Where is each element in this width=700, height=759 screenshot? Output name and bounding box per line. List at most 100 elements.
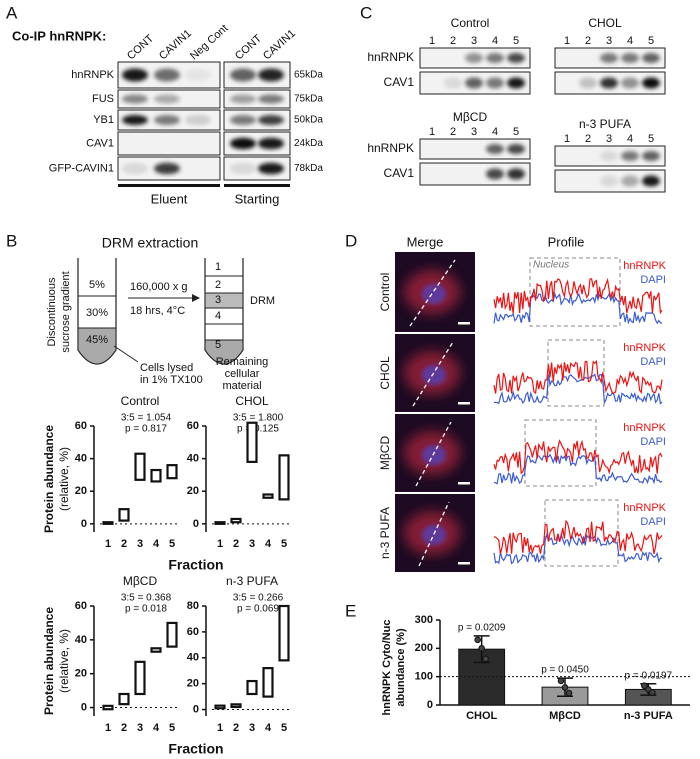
blot-band bbox=[600, 151, 618, 161]
lane-label: 1 bbox=[429, 126, 435, 138]
x-tick-label: 5 bbox=[169, 722, 175, 734]
column-label: CAVIN1 bbox=[157, 27, 194, 62]
blot-band bbox=[122, 94, 148, 104]
row-label: CHOL bbox=[378, 356, 392, 390]
row-label: hnRNPK bbox=[367, 50, 414, 64]
mw-label: 24kDa bbox=[294, 138, 323, 149]
y-tick-label: 0 bbox=[81, 518, 87, 530]
y-axis-label: Protein abundance bbox=[42, 425, 56, 533]
x-tick-label: 2 bbox=[121, 538, 127, 550]
y-tick-label: 100 bbox=[415, 671, 433, 683]
blot-band bbox=[122, 115, 148, 125]
profile-line bbox=[418, 501, 450, 567]
lane-label: 4 bbox=[627, 133, 633, 145]
group-label: Starting bbox=[235, 191, 280, 206]
blot-band bbox=[486, 144, 504, 154]
y-axis-label: Protein abundance bbox=[42, 607, 56, 715]
column-label: CAVIN1 bbox=[261, 27, 298, 62]
data-point bbox=[565, 689, 573, 697]
legend-label: DAPI bbox=[640, 516, 666, 528]
chart-title: Control bbox=[121, 394, 160, 408]
blot-band bbox=[154, 115, 180, 125]
stat-label: p = 0.018 bbox=[125, 604, 167, 615]
lane-label: 2 bbox=[450, 35, 456, 47]
data-point bbox=[561, 684, 569, 691]
scale-bar bbox=[458, 482, 470, 485]
range-bar bbox=[134, 452, 146, 481]
blot-band bbox=[507, 168, 525, 180]
lysis-label: Cells lysed bbox=[140, 362, 193, 374]
stat-label: p = 0.817 bbox=[125, 424, 167, 435]
blot-band bbox=[486, 77, 504, 89]
nucleus-signal bbox=[422, 284, 446, 304]
remaining-label: material bbox=[222, 380, 261, 392]
lane-label: 3 bbox=[606, 133, 612, 145]
y-tick-label: 200 bbox=[415, 642, 433, 654]
range-bar bbox=[102, 521, 114, 525]
lane-label: 2 bbox=[450, 126, 456, 138]
range-bar bbox=[278, 454, 290, 501]
remaining-label: cellular bbox=[225, 368, 260, 380]
y-tick-label: 60 bbox=[75, 420, 87, 432]
y-tick-label: 40 bbox=[75, 453, 87, 465]
x-tick-label: 1 bbox=[105, 538, 111, 550]
stat-label: p = 0.069 bbox=[237, 604, 279, 615]
x-tick-label: 1 bbox=[105, 722, 111, 734]
nucleus-box bbox=[529, 257, 621, 327]
blot-band bbox=[258, 137, 284, 150]
profile-trace bbox=[493, 359, 663, 395]
x-tick-label: 4 bbox=[265, 538, 272, 550]
blot-title: MβCD bbox=[453, 110, 488, 124]
range-bar bbox=[246, 421, 258, 463]
blot-band bbox=[154, 162, 180, 175]
gradient-label: sucrose gradient bbox=[60, 271, 72, 352]
blot bbox=[223, 156, 291, 181]
group-label: Eluent bbox=[151, 191, 188, 206]
x-tick-label: 4 bbox=[265, 722, 272, 734]
blot bbox=[223, 131, 291, 156]
p-value-label: p = 0.0197 bbox=[625, 670, 673, 681]
chart-title: CHOL bbox=[235, 394, 269, 408]
lane-label: 5 bbox=[513, 35, 519, 47]
row-label: MβCD bbox=[378, 436, 392, 471]
column-label: CONT bbox=[233, 32, 264, 62]
blot bbox=[223, 109, 291, 131]
chart-title: MβCD bbox=[123, 574, 158, 588]
gradient-label: Discontinuous bbox=[46, 277, 58, 347]
nucleus-signal bbox=[422, 365, 446, 385]
fraction-label: 3 bbox=[215, 294, 221, 306]
tube-layer bbox=[77, 327, 117, 365]
row-label: hnRNPK bbox=[367, 141, 414, 155]
column-label: Neg Cont bbox=[188, 22, 231, 62]
mw-label: 50kDa bbox=[294, 115, 323, 126]
spin-label: 18 hrs, 4°C bbox=[130, 305, 185, 317]
y-tick-label: 300 bbox=[415, 614, 433, 626]
blot bbox=[419, 138, 531, 160]
range-bar bbox=[278, 604, 290, 662]
x-axis-label: Fraction bbox=[168, 557, 223, 573]
x-tick-label: CHOL bbox=[466, 710, 497, 722]
blot-title: CHOL bbox=[588, 16, 622, 30]
layer-label: 45% bbox=[86, 334, 108, 346]
range-bar bbox=[214, 521, 226, 525]
x-tick-label: n-3 PUFA bbox=[624, 710, 673, 722]
x-tick-label: 5 bbox=[281, 722, 287, 734]
tube-layer bbox=[204, 339, 244, 365]
x-tick-label: MβCD bbox=[549, 710, 581, 722]
lane-label: 4 bbox=[492, 126, 498, 138]
blot-band bbox=[122, 68, 148, 82]
range-bar bbox=[262, 667, 274, 698]
blot-band bbox=[600, 53, 618, 63]
row-label: n-3 PUFA bbox=[378, 507, 392, 559]
lane-label: 2 bbox=[585, 35, 591, 47]
scale-bar bbox=[458, 402, 470, 405]
profile-line bbox=[415, 421, 452, 487]
scale-bar bbox=[458, 322, 470, 325]
range-bar bbox=[246, 679, 258, 696]
stat-label: p = 0.125 bbox=[237, 424, 279, 435]
blot-band bbox=[230, 115, 256, 125]
pointer bbox=[113, 345, 139, 363]
p-value-label: p = 0.0209 bbox=[458, 623, 506, 634]
row-label: GFP-CAVIN1 bbox=[49, 162, 114, 174]
